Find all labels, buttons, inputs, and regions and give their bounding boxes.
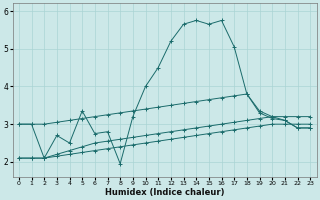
X-axis label: Humidex (Indice chaleur): Humidex (Indice chaleur)	[105, 188, 224, 197]
